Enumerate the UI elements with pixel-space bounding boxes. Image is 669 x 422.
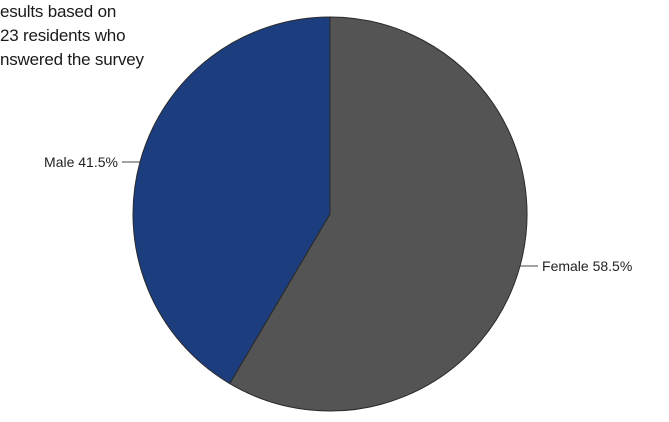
survey-note-line-3: nswered the survey — [0, 50, 144, 69]
survey-note-line-1: esults based on — [0, 2, 117, 21]
survey-note-line-2: 23 residents who — [0, 26, 126, 45]
survey-note: esults based on 23 residents who nswered… — [0, 0, 144, 72]
slice-label-female: Female 58.5% — [542, 258, 632, 274]
leader-lines — [121, 161, 539, 267]
pie-slice-male — [132, 16, 331, 385]
slice-labels: Female 58.5% Male 41.5% — [44, 154, 632, 274]
slice-label-male: Male 41.5% — [44, 154, 118, 170]
pie-slices — [132, 16, 528, 412]
